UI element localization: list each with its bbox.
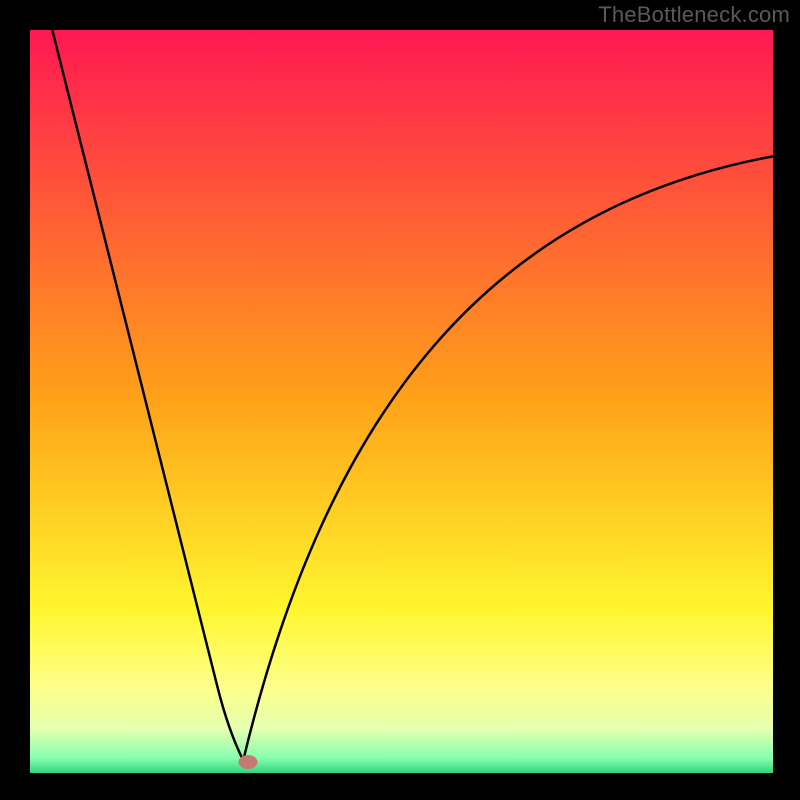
bottleneck-curve [52,30,773,760]
chart-area [30,30,773,773]
curve-layer [30,30,773,773]
optimum-marker [238,755,257,769]
watermark-text: TheBottleneck.com [598,2,790,28]
